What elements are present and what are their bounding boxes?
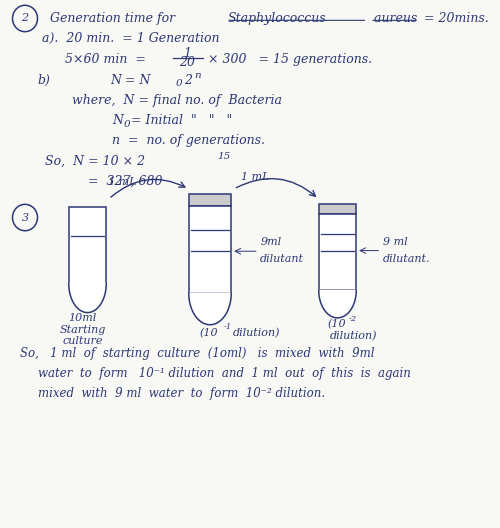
Text: mixed  with  9 ml  water  to  form  10⁻² dilution.: mixed with 9 ml water to form 10⁻² dilut… bbox=[38, 388, 325, 400]
Text: 1: 1 bbox=[184, 48, 192, 60]
Text: a).  20 min.  = 1 Generation: a). 20 min. = 1 Generation bbox=[42, 32, 220, 44]
Text: So,  N = 10 × 2: So, N = 10 × 2 bbox=[45, 155, 145, 168]
Text: 15: 15 bbox=[217, 152, 230, 162]
Text: dilutant: dilutant bbox=[260, 254, 304, 264]
Text: b): b) bbox=[38, 74, 51, 87]
Text: -1: -1 bbox=[224, 323, 232, 332]
Text: 3: 3 bbox=[22, 213, 29, 222]
Text: aureus: aureus bbox=[370, 12, 417, 25]
Text: culture: culture bbox=[62, 336, 103, 346]
Text: dilutant.: dilutant. bbox=[383, 253, 430, 263]
Bar bbox=[68, 207, 106, 284]
Bar bbox=[189, 206, 231, 293]
Text: 0: 0 bbox=[176, 79, 182, 88]
Text: 2: 2 bbox=[22, 14, 29, 23]
Text: where,  N = final no. of  Bacteria: where, N = final no. of Bacteria bbox=[72, 94, 282, 107]
Text: (10: (10 bbox=[328, 319, 346, 329]
Text: × 300   = 15 generations.: × 300 = 15 generations. bbox=[208, 53, 372, 65]
Bar bbox=[189, 194, 231, 206]
Text: N = N: N = N bbox=[110, 74, 150, 87]
Text: 1 mL: 1 mL bbox=[108, 177, 137, 186]
Text: Generation time for: Generation time for bbox=[50, 12, 179, 25]
Text: 2: 2 bbox=[184, 74, 192, 87]
Text: So,   1 ml  of  starting  culture  (1oml)   is  mixed  with  9ml: So, 1 ml of starting culture (1oml) is m… bbox=[20, 347, 374, 360]
Text: 9 ml: 9 ml bbox=[383, 237, 407, 247]
Polygon shape bbox=[319, 290, 356, 318]
Text: dilution): dilution) bbox=[330, 331, 378, 341]
Text: =  327, 680: = 327, 680 bbox=[88, 175, 162, 188]
Text: n  =  no. of generations.: n = no. of generations. bbox=[112, 134, 266, 147]
Text: 1 mL: 1 mL bbox=[241, 172, 269, 182]
Text: (10: (10 bbox=[200, 327, 218, 338]
Text: 5×60 min  =: 5×60 min = bbox=[65, 53, 146, 65]
Text: 20: 20 bbox=[180, 56, 196, 69]
Bar bbox=[319, 214, 356, 290]
Text: dilution): dilution) bbox=[232, 327, 280, 338]
Text: N: N bbox=[112, 114, 124, 127]
Text: Staphylococcus: Staphylococcus bbox=[228, 12, 326, 25]
Polygon shape bbox=[189, 293, 231, 325]
Text: -2: -2 bbox=[349, 315, 358, 323]
Text: = Initial  "   "   ": = Initial " " " bbox=[131, 114, 232, 127]
Polygon shape bbox=[68, 284, 106, 313]
Bar bbox=[319, 204, 356, 214]
Text: n: n bbox=[194, 71, 200, 80]
Text: 0: 0 bbox=[124, 119, 130, 129]
Text: 9ml: 9ml bbox=[260, 237, 281, 247]
Text: water  to  form   10⁻¹ dilution  and  1 ml  out  of  this  is  again: water to form 10⁻¹ dilution and 1 ml out… bbox=[38, 367, 410, 380]
Text: Starting: Starting bbox=[60, 325, 106, 335]
Text: = 20mins.: = 20mins. bbox=[420, 12, 489, 25]
Text: 10ml: 10ml bbox=[68, 313, 96, 323]
